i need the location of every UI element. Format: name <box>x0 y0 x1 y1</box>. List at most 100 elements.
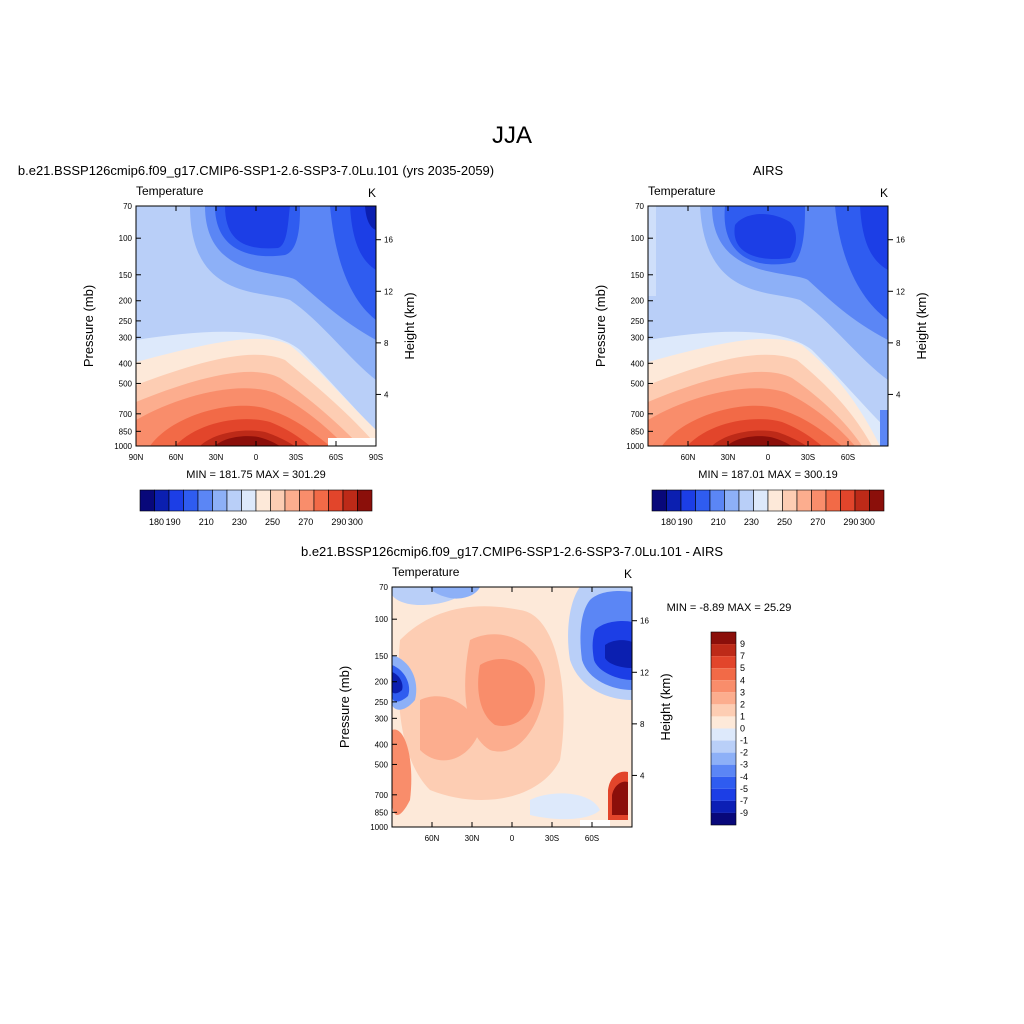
colorbar-label: -4 <box>740 772 748 782</box>
colorbar-label: 190 <box>166 517 181 527</box>
colorbar-cell <box>782 489 798 512</box>
colorbar-cell <box>695 489 711 512</box>
y-tick-label: 250 <box>119 317 133 326</box>
y-tick-label: 1000 <box>370 823 388 832</box>
colorbar-label: 290 <box>331 517 346 527</box>
colorbar-label: -2 <box>740 748 748 758</box>
x-tick-label: 0 <box>254 453 259 462</box>
panel-airs-ylabel: Pressure (mb) <box>593 285 608 367</box>
colorbar-label: 5 <box>740 663 745 673</box>
x-tick-label: 30S <box>545 834 559 843</box>
panel-diff-colorbar: 9 7 5 4 3 2 1 0 -1 -2 -3 -4 -5 -7 -9 <box>710 631 748 826</box>
panel-diff-left-label: Temperature <box>392 565 460 579</box>
colorbar-label: 0 <box>740 724 745 734</box>
y-tick-label: 250 <box>631 317 645 326</box>
colorbar-label: 250 <box>265 517 280 527</box>
y-tick-label: 500 <box>375 760 389 769</box>
colorbar-cell <box>328 489 344 512</box>
colorbar-cell <box>711 728 736 741</box>
y-tick-label: 200 <box>375 678 389 687</box>
colorbar-label: 210 <box>199 517 214 527</box>
y2-tick-label: 12 <box>896 287 905 296</box>
colorbar-label: -1 <box>740 736 748 746</box>
colorbar-cell <box>711 788 736 801</box>
colorbar-label: -3 <box>740 760 748 770</box>
x-tick-label: 30N <box>465 834 480 843</box>
y-tick-label: 300 <box>119 333 133 342</box>
panel-diff-field <box>392 587 632 827</box>
colorbar-label: 2 <box>740 699 745 709</box>
colorbar-cell <box>342 489 358 512</box>
y-tick-label: 1000 <box>626 442 644 451</box>
colorbar-cell <box>711 716 736 729</box>
colorbar-cell <box>651 489 667 512</box>
colorbar-label: -9 <box>740 808 748 818</box>
x-tick-label: 60N <box>425 834 440 843</box>
y2-tick-label: 8 <box>896 339 901 348</box>
colorbar-cell <box>183 489 199 512</box>
colorbar-label: 190 <box>678 517 693 527</box>
colorbar-cell <box>711 656 736 669</box>
colorbar-frame <box>710 631 737 826</box>
colorbar-cell <box>854 489 870 512</box>
panel-diff-y2label: Height (km) <box>658 673 673 740</box>
colorbar-cell <box>711 752 736 765</box>
colorbar-label: 250 <box>777 517 792 527</box>
x-tick-label: 0 <box>510 834 515 843</box>
colorbar-label: 7 <box>740 651 745 661</box>
y-tick-label: 400 <box>375 740 389 749</box>
panel-diff-ylabel: Pressure (mb) <box>337 666 352 748</box>
panel-airs-y2label: Height (km) <box>914 292 929 359</box>
colorbar-label: 4 <box>740 675 745 685</box>
colorbar-cell <box>139 489 155 512</box>
x-tick-label: 30S <box>801 453 815 462</box>
colorbar-cell <box>666 489 682 512</box>
y-tick-label: 700 <box>375 791 389 800</box>
colorbar-cell <box>724 489 740 512</box>
colorbar-cell <box>357 489 373 512</box>
colorbar-cell <box>711 644 736 657</box>
colorbar-label: 290 <box>843 517 858 527</box>
colorbar-cell <box>711 764 736 777</box>
y2-tick-label: 4 <box>896 390 901 399</box>
y-tick-label: 70 <box>379 583 388 592</box>
x-tick-label: 60N <box>681 453 696 462</box>
colorbar-cell <box>709 489 725 512</box>
colorbar-label: 180 <box>149 517 164 527</box>
colorbar-cell <box>796 489 812 512</box>
colorbar-cell <box>711 776 736 789</box>
colorbar-cell <box>711 740 736 753</box>
colorbar-label: 180 <box>661 517 676 527</box>
y-tick-label: 1000 <box>114 442 132 451</box>
y-tick-label: 100 <box>375 615 389 624</box>
colorbar-cell <box>226 489 242 512</box>
colorbar-cell <box>767 489 783 512</box>
colorbar-cell <box>284 489 300 512</box>
x-tick-label: 60S <box>585 834 599 843</box>
colorbar-label: 300 <box>860 517 875 527</box>
colorbar-cell <box>711 632 736 645</box>
colorbar-label: -7 <box>740 796 748 806</box>
colorbar-cell <box>270 489 286 512</box>
panel-model-right-label: K <box>368 186 376 200</box>
y-tick-label: 100 <box>119 234 133 243</box>
y2-tick-label: 8 <box>640 720 645 729</box>
y2-tick-label: 4 <box>640 771 645 780</box>
panel-diff: b.e21.BSSP126cmip6.f09_g17.CMIP6-SSP1-2.… <box>301 544 723 828</box>
panel-model: b.e21.BSSP126cmip6.f09_g17.CMIP6-SSP1-2.… <box>18 163 494 447</box>
y-tick-label: 200 <box>631 297 645 306</box>
y-tick-label: 150 <box>119 271 133 280</box>
x-tick-label: 30N <box>721 453 736 462</box>
y-tick-label: 300 <box>375 714 389 723</box>
panel-airs-left-label: Temperature <box>648 184 716 198</box>
colorbar-cell <box>680 489 696 512</box>
panel-airs-field <box>648 206 888 446</box>
y-tick-label: 150 <box>375 652 389 661</box>
colorbar-cell <box>869 489 885 512</box>
colorbar-cell <box>753 489 769 512</box>
x-tick-label: 90S <box>369 453 383 462</box>
y-tick-label: 100 <box>631 234 645 243</box>
colorbar-cell <box>197 489 213 512</box>
colorbar-cell <box>154 489 170 512</box>
y-tick-label: 850 <box>631 427 645 436</box>
